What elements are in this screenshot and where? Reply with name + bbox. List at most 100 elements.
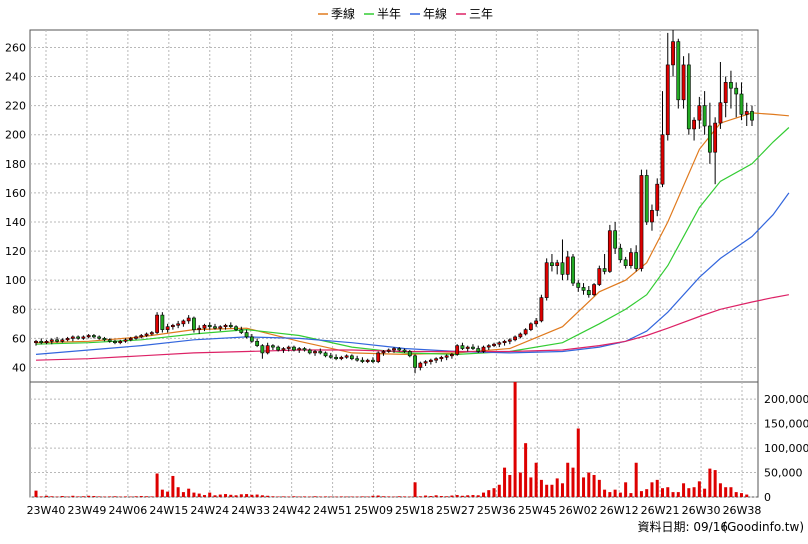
candle-body	[492, 343, 496, 346]
volume-bars	[34, 382, 749, 498]
candle-body	[744, 111, 749, 115]
candle-body	[702, 105, 707, 127]
volume-bar	[429, 496, 433, 497]
candle-body	[323, 352, 328, 357]
volume-bar	[113, 496, 117, 497]
volume-bar	[81, 496, 85, 497]
volume-bar	[697, 481, 701, 497]
candle-body	[234, 326, 238, 330]
volume-bar	[118, 496, 122, 498]
volume-bar	[397, 496, 401, 497]
candle-body	[76, 336, 81, 339]
volume-bar	[639, 491, 643, 497]
volume-bar	[629, 493, 633, 497]
candle-body	[650, 210, 654, 223]
volume-bar	[608, 492, 612, 497]
time-tick-label: 26W38	[723, 504, 762, 517]
candle-body	[686, 64, 691, 130]
volume-bar	[597, 479, 601, 497]
volume-bar	[634, 462, 638, 497]
price-tick-label: 40	[12, 361, 26, 374]
candle-body	[455, 345, 460, 355]
volume-bar	[255, 494, 259, 497]
candle-body	[107, 339, 112, 342]
candle-body	[502, 340, 507, 344]
candle-body	[207, 324, 212, 328]
volume-bar	[66, 496, 70, 498]
price-tick-label: 240	[5, 71, 26, 84]
volume-bar	[108, 496, 112, 497]
candle-body	[613, 230, 618, 249]
time-tick-label: 24W51	[313, 504, 352, 517]
volume-bar	[434, 495, 438, 497]
volume-bar	[655, 479, 659, 497]
volume-bar	[145, 496, 149, 497]
candle-body	[355, 358, 360, 361]
candle-body	[523, 329, 528, 335]
axis-labels: 40 60 80 100 120 140 160 180 200 220 240 260 0 50,000…	[5, 41, 808, 517]
volume-bar	[687, 488, 691, 497]
volume-bar	[229, 494, 233, 497]
candle-body	[239, 329, 244, 333]
volume-bar	[329, 496, 333, 498]
time-tick-label: 23W49	[68, 504, 107, 517]
volume-bar	[334, 496, 338, 498]
moving-average-line	[35, 127, 790, 356]
legend-label: 半年	[377, 7, 401, 21]
volume-bar	[197, 493, 201, 497]
candle-body	[671, 41, 675, 66]
candle-body	[97, 336, 102, 339]
candle-body	[665, 64, 670, 136]
time-tick-label: 24W42	[272, 504, 311, 517]
volume-bar	[518, 472, 522, 497]
volume-bar	[234, 495, 238, 497]
volume-bar	[671, 492, 675, 497]
candle-body	[418, 362, 423, 368]
volume-bar	[624, 482, 628, 497]
candle-body	[707, 125, 712, 153]
candle-body	[513, 336, 517, 341]
volume-bar	[587, 472, 591, 497]
price-tick-label: 200	[5, 129, 26, 142]
candle-body	[676, 41, 681, 101]
legend-label: 季線	[331, 6, 355, 21]
candle-body	[92, 335, 96, 338]
candle-body	[729, 82, 733, 89]
volume-bar	[408, 496, 412, 498]
candle-body	[634, 252, 639, 269]
volume-bar	[513, 382, 517, 497]
volume-bar	[529, 477, 533, 497]
volume-bar	[576, 428, 580, 497]
volume-bar	[266, 495, 270, 497]
candle-body	[734, 87, 739, 95]
candle-body	[81, 336, 86, 339]
volume-bar	[360, 496, 364, 497]
volume-bar	[287, 496, 291, 498]
candle-body	[602, 268, 607, 272]
volume-bar	[318, 496, 322, 498]
candle-body	[155, 314, 159, 333]
candle-body	[123, 339, 128, 342]
volume-bar	[466, 495, 470, 497]
volume-bar	[87, 495, 91, 497]
volume-bar	[560, 483, 564, 497]
candle-body	[586, 290, 591, 296]
candle-body	[544, 262, 549, 298]
candle-body	[397, 348, 402, 351]
volume-bar	[187, 488, 191, 497]
candle-body	[450, 354, 454, 357]
volume-bar	[734, 492, 738, 497]
candle-body	[349, 355, 354, 360]
volume-bar	[271, 496, 275, 497]
volume-bar	[708, 468, 712, 497]
volume-bar	[676, 492, 680, 497]
volume-bar	[97, 496, 101, 497]
volume-bar	[492, 488, 496, 497]
time-tick-label: 25W36	[477, 504, 516, 517]
candle-body	[334, 356, 338, 360]
volume-bar	[202, 495, 206, 497]
volume-bar	[355, 496, 359, 498]
volume-bar	[724, 487, 728, 497]
volume-bar	[102, 496, 106, 498]
candle-body	[260, 345, 265, 354]
